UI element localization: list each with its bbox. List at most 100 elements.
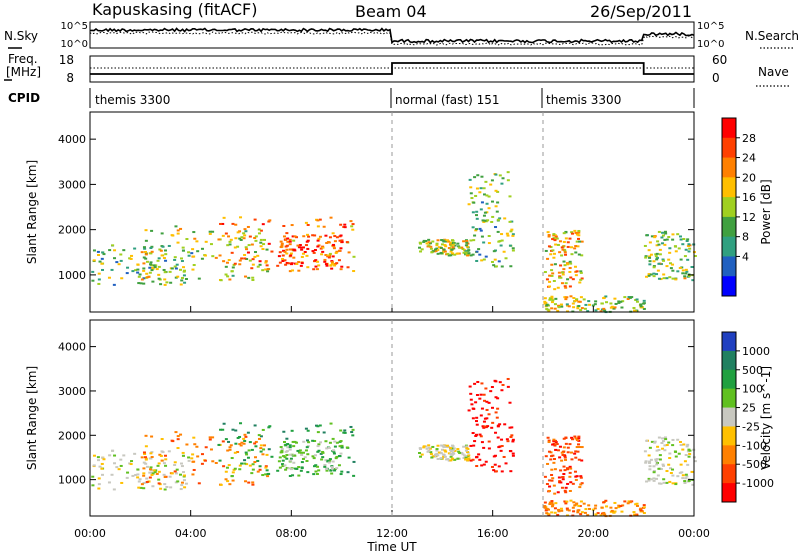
power-cell: [429, 247, 433, 250]
power-cell: [471, 211, 475, 214]
power-cell: [496, 190, 500, 193]
power-cell: [289, 252, 293, 255]
velocity-cell: [298, 449, 302, 452]
power-cell: [654, 253, 658, 256]
power-cell: [150, 229, 154, 232]
velocity-cell: [552, 484, 556, 487]
power-cell: [492, 250, 496, 253]
velocity-cell: [350, 431, 354, 434]
velocity-cell: [442, 445, 446, 448]
velocity-cell: [494, 411, 498, 414]
power-cell: [572, 306, 576, 309]
velocity-cell: [242, 437, 246, 440]
velocity-cell: [179, 488, 183, 491]
velocity-cell: [510, 426, 514, 429]
power-cell: [322, 225, 326, 228]
velocity-cell: [553, 507, 557, 510]
velocity-cell: [660, 442, 664, 445]
colorbar-tick-label: 28: [742, 132, 756, 145]
velocity-cell: [650, 440, 654, 443]
power-cell: [238, 237, 242, 240]
power-cell: [148, 271, 152, 274]
velocity-cell: [560, 451, 564, 454]
power-cell: [136, 263, 140, 266]
power-cell: [192, 264, 196, 267]
power-cell: [545, 303, 549, 306]
velocity-cell: [345, 446, 349, 449]
velocity-cell: [324, 440, 328, 443]
power-cell: [257, 228, 261, 231]
velocity-cell: [604, 499, 608, 502]
y-tick-label: 3000: [58, 385, 86, 398]
velocity-cell: [602, 511, 606, 514]
velocity-cell: [686, 450, 690, 453]
velocity-y-label: Slant Range [km]: [25, 366, 39, 470]
velocity-cell: [663, 436, 667, 439]
velocity-cell: [657, 467, 661, 470]
velocity-cell: [685, 475, 689, 478]
power-cell: [247, 244, 251, 247]
velocity-cell: [451, 445, 455, 448]
power-cell: [160, 232, 164, 235]
power-cell: [498, 217, 502, 220]
velocity-cell: [648, 468, 652, 471]
power-cell: [639, 303, 643, 306]
velocity-cell: [101, 456, 105, 459]
power-cell: [136, 271, 140, 274]
power-cell: [142, 262, 146, 265]
power-cell: [299, 246, 303, 249]
power-cell: [110, 268, 114, 271]
velocity-cell: [553, 468, 557, 471]
velocity-cell: [568, 465, 572, 468]
velocity-cell: [652, 477, 656, 480]
velocity-cell: [445, 445, 449, 448]
power-cell: [556, 309, 560, 312]
power-cell: [679, 258, 683, 261]
power-cell: [351, 223, 355, 226]
velocity-cell: [509, 435, 513, 438]
velocity-cell: [482, 393, 486, 396]
velocity-cell: [283, 456, 287, 459]
power-cell: [489, 183, 493, 186]
velocity-cell: [144, 462, 148, 465]
power-cell: [469, 254, 473, 257]
velocity-cell: [511, 438, 515, 441]
velocity-cell: [612, 511, 616, 514]
velocity-cell: [649, 458, 653, 461]
velocity-cell: [669, 472, 673, 475]
velocity-cell: [639, 510, 643, 513]
power-cell: [180, 279, 184, 282]
power-cell: [547, 235, 551, 238]
velocity-cell: [580, 511, 584, 514]
velocity-cell: [484, 387, 488, 390]
velocity-cell: [450, 454, 454, 457]
power-cell: [193, 237, 197, 240]
velocity-cell: [333, 469, 337, 472]
velocity-cell: [545, 483, 549, 486]
power-cell: [576, 245, 580, 248]
power-cell: [671, 238, 675, 241]
power-cell: [244, 246, 248, 249]
velocity-cell: [157, 478, 161, 481]
power-cell: [605, 301, 609, 304]
power-cell: [420, 248, 424, 251]
velocity-cell: [323, 463, 327, 466]
nave-label: Nave: [758, 65, 789, 79]
velocity-cell: [684, 454, 688, 457]
colorbar-swatch: [722, 464, 736, 484]
power-cell: [340, 241, 344, 244]
colorbar-tick-label: 8: [742, 231, 749, 244]
power-cell: [318, 218, 322, 221]
power-cell: [139, 282, 143, 285]
power-cell: [231, 222, 235, 225]
power-cell: [101, 251, 105, 254]
power-cell: [233, 262, 237, 265]
velocity-cell: [316, 431, 320, 434]
velocity-cell: [340, 470, 344, 473]
velocity-cell: [547, 450, 551, 453]
velocity-cell: [300, 467, 304, 470]
power-cell: [317, 237, 321, 240]
power-cell: [547, 285, 551, 288]
velocity-cell: [197, 482, 201, 485]
velocity-cell: [140, 483, 144, 486]
